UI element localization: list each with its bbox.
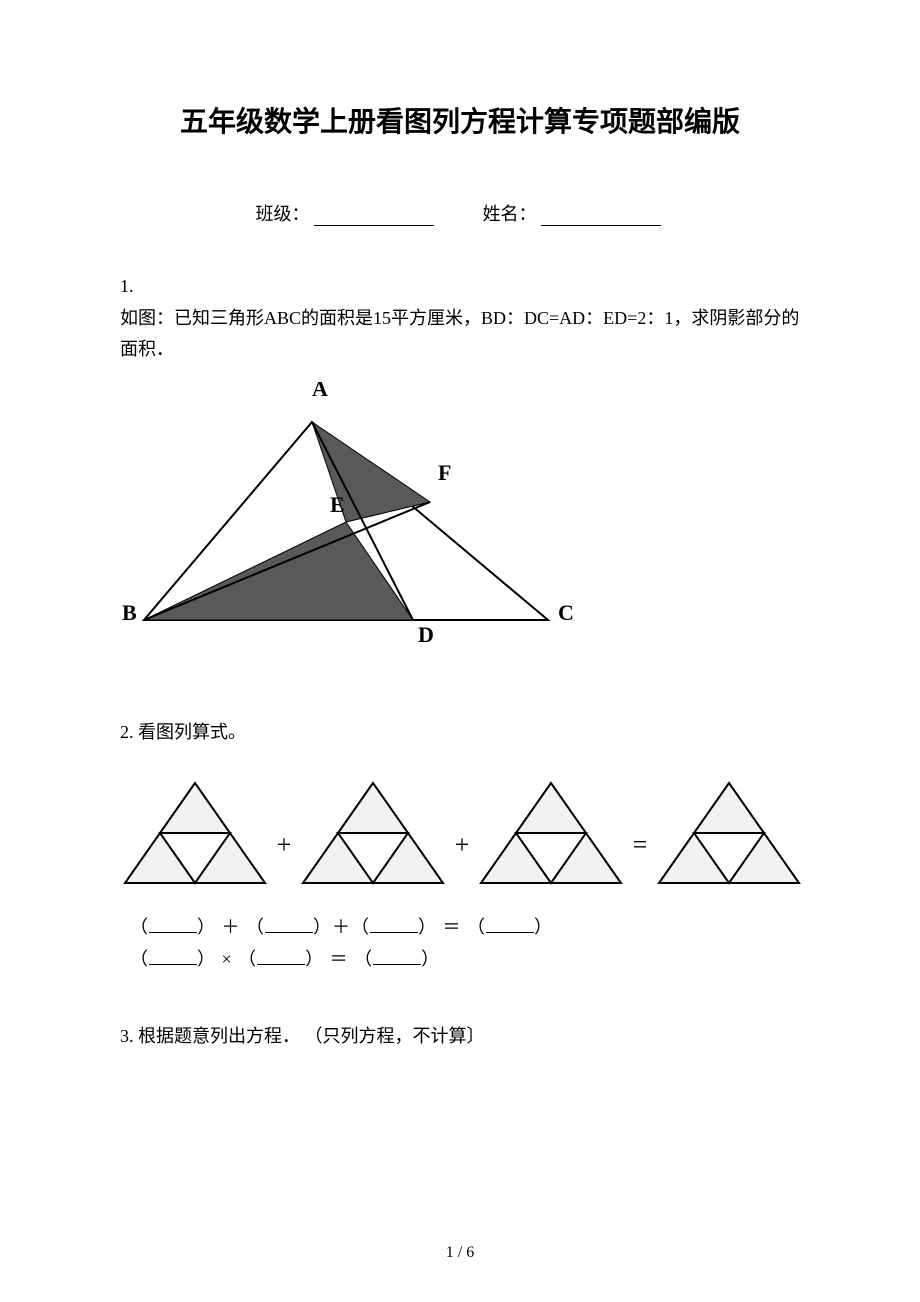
eq-text: ） × （ <box>197 949 257 969</box>
answer-blank[interactable] <box>149 917 197 933</box>
q1-text: 如图：已知三角形ABC的面积是15平方厘米，BD：DC=AD：ED=2：1，求阴… <box>120 303 800 364</box>
answer-blank[interactable] <box>149 949 197 965</box>
eq-text: ） ＋ （ <box>197 917 265 937</box>
answer-blank[interactable] <box>265 917 313 933</box>
svg-text:C: C <box>558 600 574 625</box>
q2-heading: 2. 看图列算式。 <box>120 717 800 748</box>
svg-text:=: = <box>633 830 648 859</box>
page-footer: 1 / 6 <box>0 1244 920 1262</box>
svg-text:E: E <box>330 492 345 517</box>
q3-number: 3. <box>120 1026 134 1046</box>
name-label: 姓名： <box>483 204 537 224</box>
svg-text:+: + <box>277 830 292 859</box>
q2-prompt: 看图列算式。 <box>138 722 246 742</box>
answer-blank[interactable] <box>257 949 305 965</box>
eq-line-1: （ ） ＋ （ ）＋（ ） ＝ （ ） <box>130 913 800 939</box>
svg-text:+: + <box>455 830 470 859</box>
fill-row: 班级： 姓名： <box>120 200 800 226</box>
q2-number: 2. <box>120 722 134 742</box>
svg-text:D: D <box>418 622 434 647</box>
svg-text:F: F <box>438 460 451 485</box>
q2-figure: + + = <box>120 778 800 893</box>
q1-number: 1. <box>120 276 800 297</box>
page-title: 五年级数学上册看图列方程计算专项题部编版 <box>120 100 800 140</box>
eq-text: （ <box>130 917 149 937</box>
eq-text: ） <box>534 917 553 937</box>
triangle-equation-diagram: + + = <box>120 778 824 888</box>
eq-text: ） ＝ （ <box>305 949 373 969</box>
answer-blank[interactable] <box>486 917 534 933</box>
page: 五年级数学上册看图列方程计算专项题部编版 班级： 姓名： 1. 如图：已知三角形… <box>0 0 920 1302</box>
q3-heading: 3. 根据题意列出方程． （只列方程，不计算〕 <box>120 1021 800 1052</box>
q3-prompt: 根据题意列出方程． （只列方程，不计算〕 <box>138 1026 485 1046</box>
eq-text: ） <box>421 949 440 969</box>
eq-text: （ <box>130 949 149 969</box>
class-label: 班级： <box>256 204 310 224</box>
eq-line-2: （ ） × （ ） ＝ （ ） <box>130 945 800 971</box>
name-blank[interactable] <box>541 208 661 226</box>
q1-figure: A B C D E F <box>120 382 800 667</box>
answer-blank[interactable] <box>373 949 421 965</box>
svg-text:A: A <box>312 382 328 401</box>
eq-text: ）＋（ <box>313 917 370 937</box>
eq-text: ） ＝ （ <box>418 917 486 937</box>
svg-text:B: B <box>122 600 137 625</box>
answer-blank[interactable] <box>370 917 418 933</box>
triangle-diagram: A B C D E F <box>120 382 600 662</box>
class-blank[interactable] <box>314 208 434 226</box>
